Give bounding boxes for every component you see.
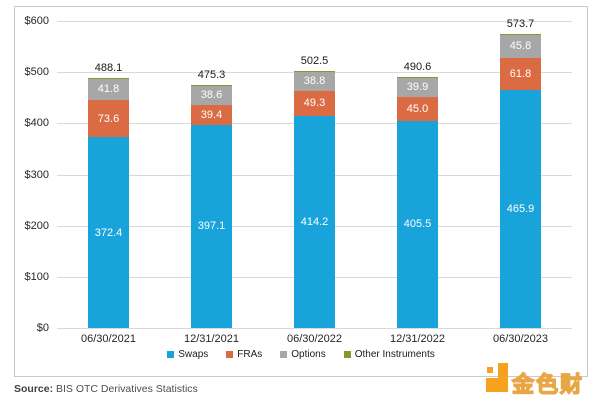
bar-segment-fras (88, 99, 129, 138)
x-axis-label: 06/30/2021 (80, 333, 137, 345)
bar-segment-swaps (500, 89, 541, 328)
segment-value-label: 49.3 (303, 97, 326, 110)
segment-value-label: 397.1 (197, 220, 226, 233)
gridline (57, 328, 572, 329)
x-axis-label: 06/30/2023 (492, 333, 549, 345)
y-axis-label: $0 (36, 322, 49, 334)
bar-total-label: 502.5 (300, 54, 329, 67)
legend-marker-icon (280, 351, 288, 358)
bar-segment-options (500, 34, 541, 58)
source-text: BIS OTC Derivatives Statistics (53, 383, 198, 395)
segment-value-label: 414.2 (300, 216, 329, 229)
legend-item-other-instruments: Other Instruments (343, 349, 435, 360)
bar-segment-fras (191, 104, 232, 125)
segment-value-label: 372.4 (94, 226, 123, 239)
x-axis-label: 06/30/2022 (286, 333, 343, 345)
segment-value-label: 45.0 (406, 103, 429, 115)
source-label: Source: (14, 383, 54, 395)
bar-segment-fras (500, 57, 541, 90)
bar-total-label: 573.7 (506, 18, 535, 31)
y-axis-label: $500 (24, 66, 49, 79)
bar-segment-options (88, 78, 129, 100)
y-axis-label: $200 (24, 219, 49, 232)
source-note: Source: BIS OTC Derivatives Statistics (14, 383, 198, 395)
segment-value-label: 45.8 (509, 40, 532, 53)
bar-segment-swaps (294, 116, 335, 328)
y-axis-label: $400 (24, 117, 49, 130)
bar-segment-options (191, 84, 232, 105)
legend-marker-icon (226, 351, 234, 358)
legend-item-fras: FRAs (226, 349, 262, 360)
legend: Swaps FRAs Options Other Instruments (14, 349, 588, 360)
legend-item-swaps: Swaps (167, 349, 208, 360)
bar-segment-fras (294, 90, 335, 117)
y-axis-label: $600 (24, 15, 49, 27)
bar-segment-options (294, 70, 335, 91)
watermark-text: 金色财经 (511, 371, 585, 397)
legend-label: FRAs (237, 349, 263, 360)
bar-total-label: 475.3 (197, 68, 226, 81)
bar-segment-swaps (191, 124, 232, 328)
legend-marker-icon (343, 351, 351, 358)
legend-label: Other Instruments (354, 349, 435, 360)
x-axis-label: 12/31/2021 (183, 333, 240, 345)
bar-segment-swaps (397, 120, 438, 328)
segment-value-label: 38.8 (303, 74, 326, 87)
legend-label: Options (291, 349, 326, 360)
bar-segment-fras (397, 97, 438, 121)
segment-value-label: 61.8 (509, 67, 532, 80)
segment-value-label: 39.4 (200, 108, 223, 121)
y-axis-label: $100 (24, 270, 49, 283)
segment-value-label: 39.9 (406, 81, 429, 94)
bar-segment-options (397, 77, 438, 98)
legend-label: Swaps (178, 349, 209, 360)
segment-value-label: 405.5 (403, 218, 432, 231)
bar-total-label: 488.1 (94, 62, 123, 75)
legend-marker-icon (167, 351, 175, 358)
bar-total-label: 490.6 (403, 60, 432, 73)
x-axis-label: 12/31/2022 (389, 333, 446, 345)
bar-segment-swaps (88, 137, 129, 328)
y-axis-label: $300 (24, 168, 49, 181)
segment-value-label: 465.9 (506, 202, 535, 215)
legend-item-options: Options (280, 349, 326, 360)
segment-value-label: 41.8 (97, 83, 120, 96)
gridline (57, 21, 572, 22)
segment-value-label: 38.6 (200, 88, 223, 101)
segment-value-label: 73.6 (97, 112, 120, 125)
